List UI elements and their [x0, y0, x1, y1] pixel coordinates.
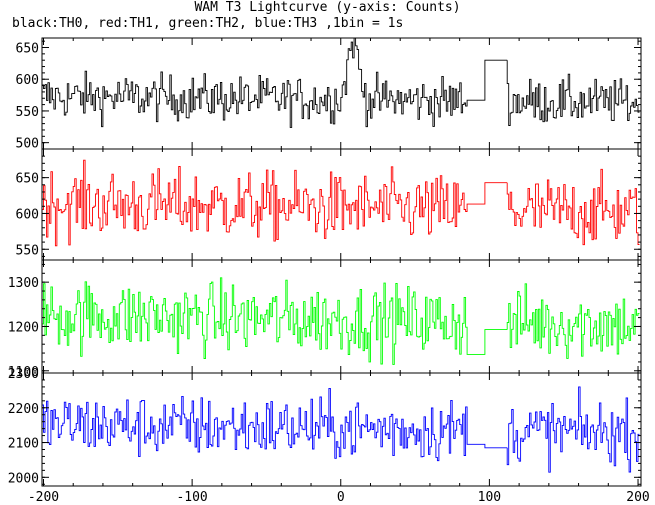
x-tick-label: -200: [28, 490, 59, 505]
series-th1-line: [42, 159, 508, 247]
y-tick-label: 550: [16, 243, 39, 258]
x-tick-label: -100: [176, 490, 207, 505]
series-th2-line-after-gap: [506, 283, 640, 359]
x-tick-label: 0: [337, 490, 345, 505]
chart-subtitle: black:TH0, red:TH1, green:TH2, blue:TH3 …: [12, 16, 404, 31]
series-th0-line-after-gap: [506, 60, 640, 126]
y-tick-label: 1200: [8, 320, 39, 335]
y-tick-label: 2000: [8, 471, 39, 486]
panel-frame-th0: [41, 37, 642, 150]
series-th0-line: [42, 37, 508, 128]
y-tick-label: 2100: [8, 437, 39, 452]
y-tick-label: 550: [16, 105, 39, 120]
x-tick-label: 200: [626, 490, 649, 505]
series-th2-line: [42, 277, 508, 365]
y-tick-label: 600: [16, 207, 39, 222]
y-tick-label: 1100: [8, 365, 39, 380]
y-tick-label: 600: [16, 73, 39, 88]
y-tick-label: 500: [16, 137, 39, 152]
series-th3-line-after-gap: [506, 386, 640, 473]
series-th1-line-after-gap: [506, 168, 640, 246]
chart-title: WAM T3 Lightcurve (y-axis: Counts): [194, 0, 461, 15]
y-tick-label: 2200: [8, 402, 39, 417]
panel-frame-th2: [41, 259, 642, 374]
y-tick-label: 1300: [8, 276, 39, 291]
x-tick-label: 100: [478, 490, 501, 505]
y-tick-label: 2300: [8, 367, 39, 382]
y-tick-label: 650: [16, 42, 39, 57]
panel-frame-th1: [41, 148, 642, 261]
series-th3-line: [42, 387, 508, 462]
panel-frame-th3: [41, 372, 642, 487]
y-tick-label: 650: [16, 172, 39, 187]
